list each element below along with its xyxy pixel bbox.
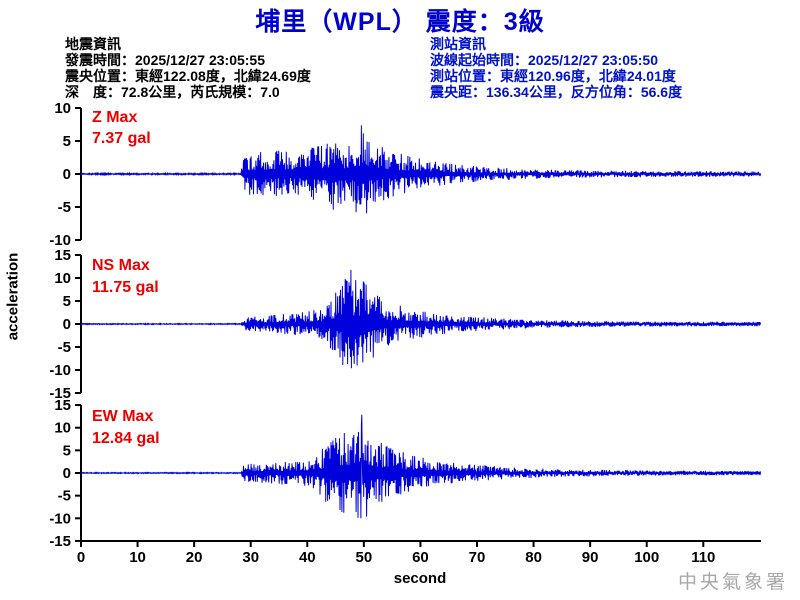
origin-time-line: 發震時間：2025/12/27 23:05:55 (65, 52, 265, 68)
ew-y-tick-label: -10 (49, 510, 71, 527)
ns-y-tick-label: -5 (58, 339, 71, 356)
earthquake-info-heading: 地震資訊 (65, 36, 121, 52)
agency-watermark: 中央氣象署 (677, 572, 788, 593)
x-tick-label: 70 (469, 549, 486, 566)
page-title: 埔里（WPL） 震度：3級 (255, 8, 545, 36)
ew-waveform (80, 414, 761, 519)
x-tick-label: 80 (525, 549, 542, 566)
x-tick-label: 90 (582, 549, 599, 566)
x-tick-label: 30 (242, 549, 259, 566)
ns-waveform (80, 269, 761, 369)
z-y-tick-label: -10 (49, 232, 71, 249)
ew-y-tick-label: 10 (54, 420, 71, 437)
z-y-tick-label: 10 (54, 100, 71, 117)
earthquake-info-block: 地震資訊 發震時間：2025/12/27 23:05:55 震央位置：東經122… (65, 36, 311, 100)
ns-y-tick-label: 0 (63, 316, 71, 333)
distance-azimuth-line: 震央距：136.34公里，反方位角：56.6度 (430, 84, 683, 100)
z-waveform (80, 125, 761, 214)
epicenter-line: 震央位置：東經122.08度，北緯24.69度 (65, 68, 311, 84)
x-tick-label: 110 (691, 549, 715, 566)
x-axis-label: second (393, 570, 447, 587)
ew-y-tick-label: 5 (63, 442, 71, 459)
x-tick-label: 60 (412, 549, 429, 566)
depth-magnitude-line: 深 度：72.8公里，芮氏規模：7.0 (65, 84, 280, 100)
y-axis-label: acceleration (4, 252, 22, 341)
wave-start-line: 波線起始時間：2025/12/27 23:05:50 (430, 52, 658, 68)
ns-y-tick-label: -10 (49, 362, 71, 379)
ns-y-tick-label: 15 (54, 247, 71, 264)
ns-y-tick-label: 10 (54, 270, 71, 287)
x-tick-label: 100 (634, 549, 659, 566)
z-y-tick-label: 5 (63, 133, 71, 150)
ew-y-tick-label: 0 (63, 465, 71, 482)
x-tick-label: 0 (77, 549, 85, 566)
z-y-tick-label: 0 (63, 166, 71, 183)
station-info-heading: 測站資訊 (430, 36, 486, 52)
ns-max-value: 11.75 gal (92, 279, 159, 296)
x-tick-label: 20 (186, 549, 203, 566)
ew-y-tick-label: -5 (58, 488, 71, 505)
station-location-line: 測站位置：東經120.96度，北緯24.01度 (430, 68, 676, 84)
station-info-block: 測站資訊 波線起始時間：2025/12/27 23:05:50 測站位置：東經1… (430, 36, 682, 100)
z-y-tick-label: -5 (58, 199, 71, 216)
ew-y-tick-label: 15 (54, 397, 71, 414)
x-tick-label: 50 (356, 549, 373, 566)
x-tick-label: 40 (299, 549, 316, 566)
ns-y-tick-label: 5 (63, 293, 71, 310)
z-max-value: 7.37 gal (92, 130, 151, 147)
ns-y-tick-label: -15 (49, 385, 71, 402)
z-max-label: Z Max (92, 109, 138, 126)
ns-max-label: NS Max (92, 257, 150, 274)
ew-max-label: EW Max (92, 408, 154, 425)
x-tick-label: 10 (129, 549, 146, 566)
ew-max-value: 12.84 gal (92, 430, 160, 447)
ew-y-tick-label: -15 (49, 533, 71, 550)
